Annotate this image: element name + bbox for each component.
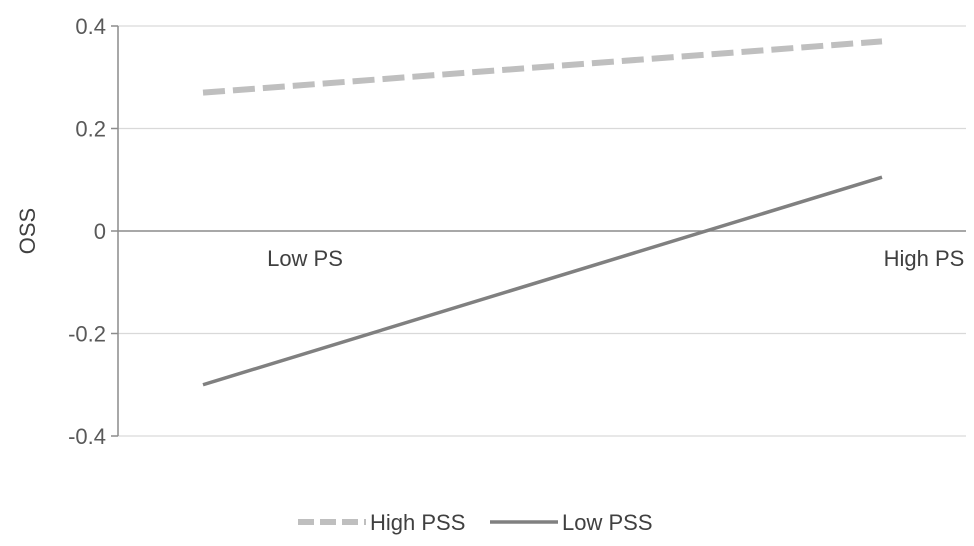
series-lines (202, 38, 883, 387)
category-labels: Low PS High PS (267, 246, 964, 271)
y-axis-title: OSS (15, 208, 40, 254)
x-category-label: High PS (884, 246, 965, 271)
series-line (202, 175, 883, 387)
y-tick-label: -0.4 (68, 424, 106, 449)
y-tick-label: -0.2 (68, 322, 106, 347)
y-tick-labels: 0.4 0.2 0 -0.2 -0.4 (68, 14, 118, 449)
series-line (202, 38, 883, 96)
gridlines (118, 25, 966, 437)
x-category-label: Low PS (267, 246, 343, 271)
y-tick-label: 0 (94, 219, 106, 244)
legend: High PSS Low PSS (298, 510, 653, 535)
legend-label: Low PSS (562, 510, 653, 535)
legend-label: High PSS (370, 510, 465, 535)
y-tick-label: 0.4 (75, 14, 106, 39)
y-tick-label: 0.2 (75, 117, 106, 142)
